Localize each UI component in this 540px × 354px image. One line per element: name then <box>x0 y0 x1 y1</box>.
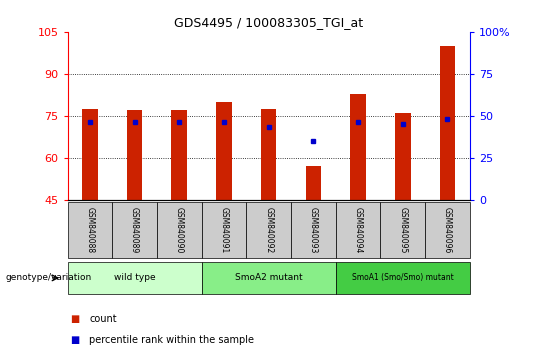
Text: wild type: wild type <box>114 273 156 282</box>
Bar <box>350 93 366 200</box>
Title: GDS4495 / 100083305_TGI_at: GDS4495 / 100083305_TGI_at <box>174 16 363 29</box>
Text: GSM840088: GSM840088 <box>85 207 94 253</box>
Bar <box>127 110 143 200</box>
Text: GSM840091: GSM840091 <box>219 207 228 253</box>
Text: ■: ■ <box>70 314 79 324</box>
Text: GSM840092: GSM840092 <box>264 207 273 253</box>
Text: SmoA2 mutant: SmoA2 mutant <box>235 273 302 282</box>
Bar <box>306 166 321 200</box>
Text: GSM840095: GSM840095 <box>399 207 407 253</box>
Text: percentile rank within the sample: percentile rank within the sample <box>89 335 254 345</box>
Text: GSM840094: GSM840094 <box>354 207 362 253</box>
Text: GSM840089: GSM840089 <box>130 207 139 253</box>
Text: GSM840096: GSM840096 <box>443 207 452 253</box>
Bar <box>171 110 187 200</box>
Text: GSM840090: GSM840090 <box>175 207 184 253</box>
Text: ■: ■ <box>70 335 79 345</box>
Bar <box>261 109 276 200</box>
Bar <box>395 113 410 200</box>
Text: genotype/variation: genotype/variation <box>5 273 92 282</box>
Bar <box>82 109 98 200</box>
Text: SmoA1 (Smo/Smo) mutant: SmoA1 (Smo/Smo) mutant <box>352 273 454 282</box>
Text: count: count <box>89 314 117 324</box>
Bar <box>440 46 455 200</box>
Text: GSM840093: GSM840093 <box>309 207 318 253</box>
Bar <box>216 102 232 200</box>
